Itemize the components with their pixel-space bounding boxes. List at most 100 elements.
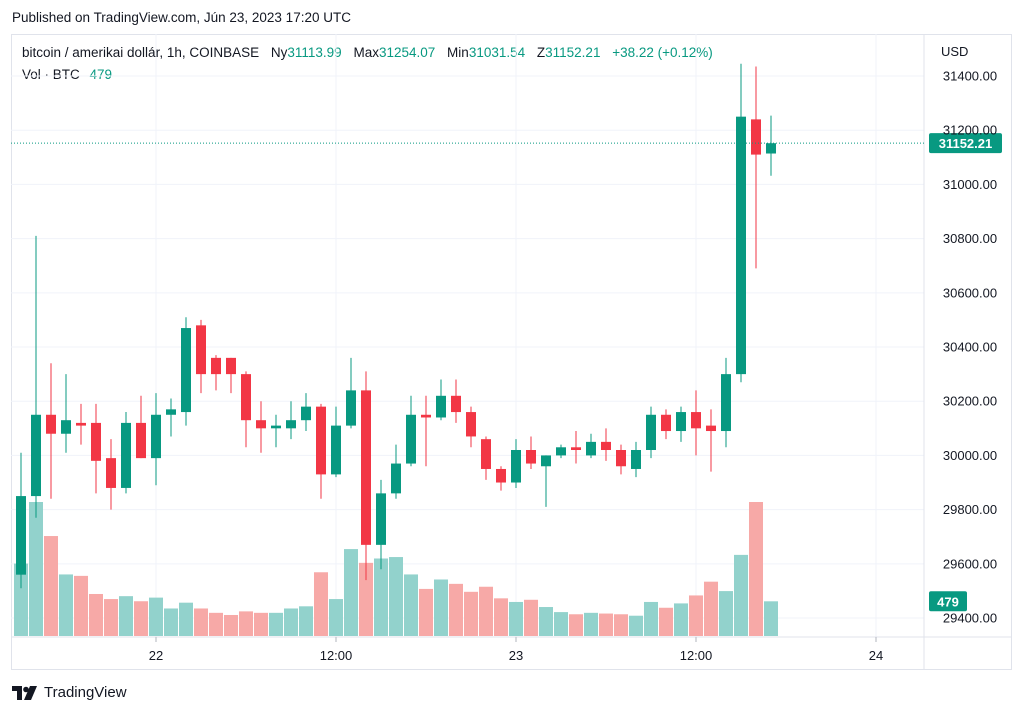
candle[interactable] [736, 63, 746, 383]
volume-bar [344, 549, 358, 636]
candle[interactable] [526, 436, 536, 469]
volume-bar [44, 536, 58, 636]
volume-bar [539, 607, 553, 636]
volume-bar [74, 575, 88, 636]
volume-bar [284, 608, 298, 636]
candle[interactable] [616, 444, 626, 475]
y-tick-label: 30400.00 [943, 340, 997, 355]
candle-body [91, 422, 101, 461]
candle[interactable] [556, 444, 566, 459]
volume-bar [479, 586, 493, 636]
volume-label[interactable]: Vol · BTC [22, 67, 80, 82]
candle[interactable] [676, 406, 686, 442]
candle[interactable] [166, 398, 176, 437]
y-tick-label: 30000.00 [943, 448, 997, 463]
candle-body [751, 119, 761, 155]
volume-bar [554, 612, 568, 636]
candle[interactable] [511, 439, 521, 488]
volume-value: 479 [89, 67, 113, 82]
candle[interactable] [301, 393, 311, 432]
candle[interactable] [451, 379, 461, 423]
candle[interactable] [256, 401, 266, 453]
candle[interactable] [271, 414, 281, 448]
candle[interactable] [316, 403, 326, 499]
candle[interactable] [376, 479, 386, 570]
volume-bar [239, 611, 253, 636]
candle[interactable] [601, 428, 611, 461]
candle[interactable] [481, 436, 491, 480]
candle[interactable] [136, 395, 146, 459]
volume-bar [254, 612, 268, 636]
candle[interactable] [766, 115, 776, 176]
candle[interactable] [406, 395, 416, 467]
volume-bar [314, 572, 328, 636]
volume-bar [494, 598, 508, 636]
candle[interactable] [181, 317, 191, 426]
candle-body [676, 412, 686, 432]
volume-bar [734, 554, 748, 636]
tradingview-footer[interactable]: TradingView [12, 684, 127, 701]
candle-body [496, 468, 506, 483]
candle[interactable] [631, 441, 641, 478]
volume-bar [404, 574, 418, 636]
volume-bar [449, 583, 463, 636]
candle[interactable] [691, 390, 701, 456]
candle-body [376, 493, 386, 545]
volume-bar [704, 581, 718, 636]
candle-body [631, 450, 641, 469]
candle[interactable] [346, 357, 356, 429]
symbol-description[interactable]: bitcoin / amerikai dollár, 1h, COINBASE [22, 45, 260, 60]
x-tick-label: 12:00 [680, 648, 713, 663]
candle[interactable] [226, 357, 236, 394]
candle[interactable] [466, 406, 476, 448]
candle-body [196, 325, 206, 375]
candle[interactable] [421, 395, 431, 467]
candle[interactable] [751, 66, 761, 269]
candle[interactable] [151, 393, 161, 486]
candle[interactable] [646, 406, 656, 459]
candle-body [46, 414, 56, 434]
candle[interactable] [391, 444, 401, 499]
candle[interactable] [31, 235, 41, 518]
volume-bar [149, 597, 163, 636]
y-tick-label: 31400.00 [943, 69, 997, 84]
candle[interactable] [196, 319, 206, 394]
volume-bar [764, 601, 778, 636]
volume-bar [14, 563, 28, 636]
candle[interactable] [571, 431, 581, 464]
candle[interactable] [76, 403, 86, 445]
candle[interactable] [496, 466, 506, 491]
candle[interactable] [286, 401, 296, 440]
y-tick-label: 31200.00 [943, 123, 997, 138]
candle[interactable] [586, 433, 596, 459]
candle-body [286, 420, 296, 429]
candle[interactable] [46, 363, 56, 499]
volume-bar [299, 606, 313, 636]
candle[interactable] [16, 452, 26, 589]
volume-legend: Vol · BTC 479 [22, 67, 112, 82]
candle[interactable] [331, 406, 341, 478]
candle[interactable] [121, 412, 131, 494]
candle[interactable] [106, 439, 116, 510]
candle-body [211, 357, 221, 375]
candle[interactable] [211, 355, 221, 391]
candle-body [301, 406, 311, 421]
candle[interactable] [706, 409, 716, 472]
candle-body [736, 116, 746, 375]
y-tick-label: 30600.00 [943, 285, 997, 300]
candle[interactable] [91, 403, 101, 494]
volume-bar [329, 599, 343, 636]
candle[interactable] [661, 409, 671, 440]
low-value: 31031.54 [468, 45, 526, 60]
candle[interactable] [241, 371, 251, 448]
candle[interactable] [721, 357, 731, 448]
candle-body [106, 458, 116, 488]
x-tick-label: 24 [869, 648, 883, 663]
x-tick-label: 23 [509, 648, 523, 663]
candle[interactable] [61, 374, 71, 453]
candle-body [151, 414, 161, 459]
candle[interactable] [436, 379, 446, 421]
candle[interactable] [541, 455, 551, 507]
candle[interactable] [361, 371, 371, 581]
